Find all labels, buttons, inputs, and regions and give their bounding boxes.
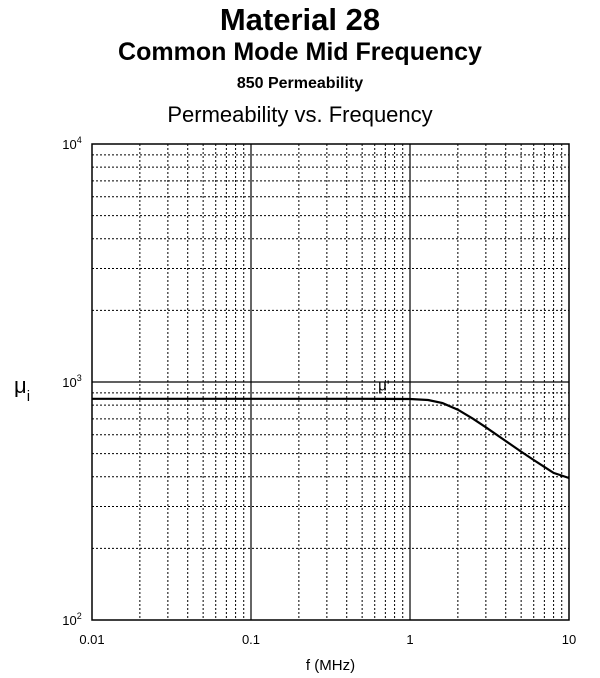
x-tick-label: 10: [562, 632, 576, 647]
series-line-mu-prime: [92, 397, 570, 480]
y-tick-exponent: 3: [77, 373, 82, 383]
x-tick-labels: 0.01 0.1 1 10: [79, 632, 576, 647]
grid: [92, 144, 569, 620]
y-tick-base: 10: [62, 613, 76, 628]
y-tick-label: 103: [62, 373, 81, 390]
y-tick-exponent: 4: [77, 135, 82, 145]
y-axis-label-subscript: i: [27, 388, 30, 405]
y-axis-label-symbol: μ: [14, 373, 27, 398]
x-tick-label: 1: [406, 632, 413, 647]
y-tick-base: 10: [62, 375, 76, 390]
permeability-label: 850 Permeability: [236, 75, 364, 92]
y-axis-label: μi: [14, 373, 30, 405]
chart-title: Permeability vs. Frequency: [167, 102, 433, 127]
material-title: Material 28: [219, 2, 381, 37]
x-axis-label: f (MHz): [306, 657, 355, 674]
y-tick-label: 102: [62, 611, 81, 628]
y-tick-base: 10: [62, 137, 76, 152]
plot-frame: [91, 143, 570, 621]
y-tick-exponent: 2: [77, 611, 82, 621]
material-subtitle: Common Mode Mid Frequency: [118, 38, 482, 66]
x-tick-label: 0.01: [79, 632, 104, 647]
x-tick-label: 0.1: [242, 632, 260, 647]
y-tick-label: 104: [62, 135, 81, 152]
series-annotation: μ': [378, 378, 390, 395]
